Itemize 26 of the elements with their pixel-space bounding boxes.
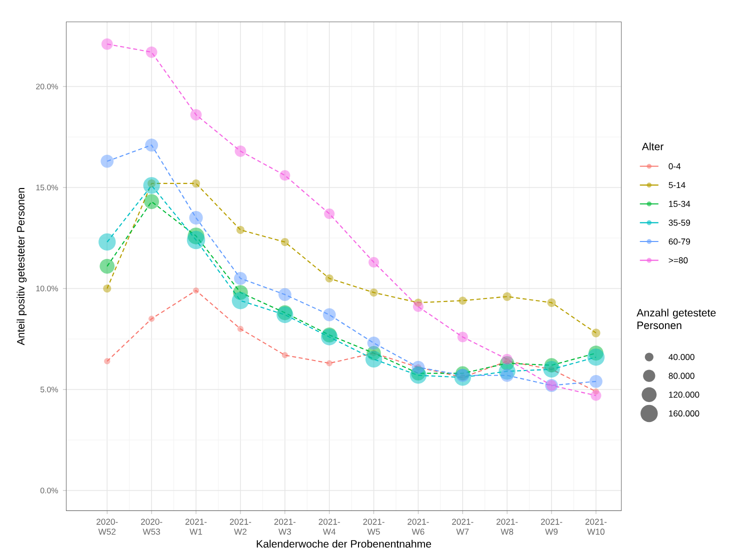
x-tick-label: 2021-W2 [230, 518, 252, 534]
legend-label: 120.000 [669, 391, 700, 398]
legend-title: Alter [642, 142, 664, 150]
x-tick-label: 2020-W53 [141, 518, 162, 535]
legend-label: 160.000 [669, 410, 700, 416]
x-tick-label: 2021-W6 [408, 518, 429, 535]
x-tick-label: 2021-W7 [452, 518, 474, 534]
x-tick-label: 2021-W10 [585, 518, 607, 535]
x-tick-label: 2021-W5 [363, 518, 384, 535]
x-tick-label: 2021-W9 [540, 518, 562, 535]
x-tick-label: 2021-W4 [318, 518, 340, 534]
legend-label: 80.000 [668, 372, 694, 379]
y-axis-title: Anteil positiv getesteter Personen [16, 188, 27, 346]
text: Anzahl getestete Personen [636, 308, 716, 329]
legend-label: 35-59 [668, 219, 690, 226]
legend-label: >=80 [668, 257, 688, 264]
x-tick-label: 2021-W3 [274, 518, 296, 535]
legend-label: 0-4 [668, 163, 681, 170]
x-tick-label: 2021-W8 [496, 518, 518, 535]
x-axis-title: Kalenderwoche der Probenentnahme [256, 540, 432, 548]
x-tick-label: 2020-W52 [96, 518, 118, 535]
legend-label: 60-79 [668, 238, 690, 244]
legend-label: 40.000 [668, 354, 694, 360]
x-tick-label: 2021-W1 [185, 518, 207, 534]
legend-label: 15-34 [669, 200, 690, 207]
legend-label: 5-14 [668, 182, 686, 188]
